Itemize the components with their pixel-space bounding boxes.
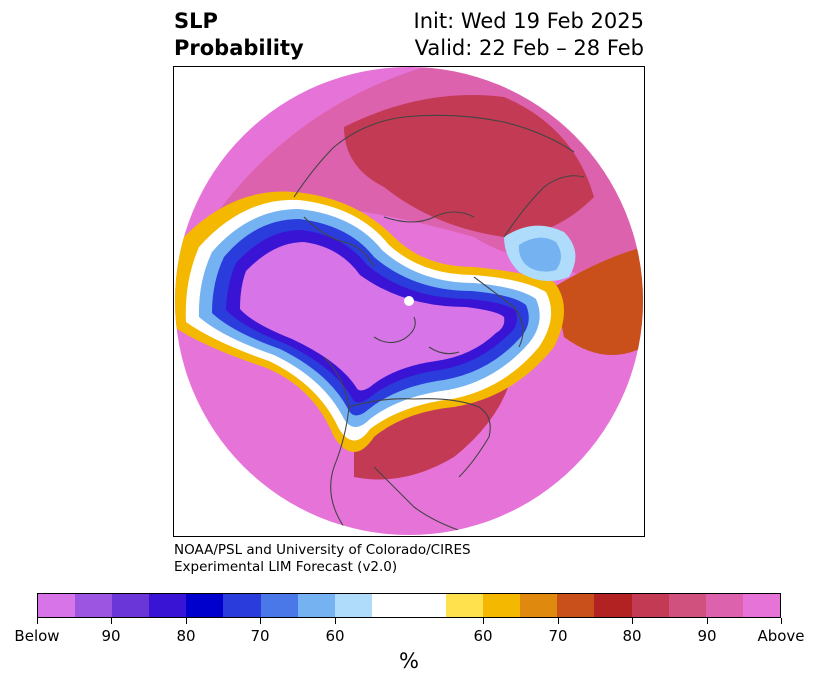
colorbar-tick: [707, 618, 708, 624]
colorbar-swatch: [112, 594, 150, 617]
colorbar-swatch: [705, 594, 743, 617]
colorbar-swatch: [594, 594, 632, 617]
below-core: [240, 242, 505, 391]
below-europe-core: [518, 237, 561, 272]
colorbar-tick-label: 90: [101, 627, 121, 645]
colorbar-tick-label: 60: [325, 627, 345, 645]
above-band-atlantic: [554, 247, 643, 355]
colorbar-tick-label: 60: [473, 627, 493, 645]
colorbar-tick: [186, 618, 187, 624]
colorbar-tick-label: Above: [757, 627, 805, 645]
colorbar-swatch: [371, 594, 409, 617]
colorbar-swatch: [38, 594, 76, 617]
colorbar-tick-label: 80: [622, 627, 642, 645]
colorbar-tick-label: 80: [176, 627, 196, 645]
colorbar-swatch: [149, 594, 187, 617]
title-variable: SLP: [174, 9, 218, 33]
colorbar-swatch: [260, 594, 298, 617]
map-title: SLP Probability: [174, 8, 304, 62]
colorbar-tick: [483, 618, 484, 624]
colorbar-tick: [37, 618, 38, 624]
colorbar-swatch: [520, 594, 558, 617]
colorbar-tick: [111, 618, 112, 624]
forecast-dates: Init: Wed 19 Feb 2025 Valid: 22 Feb – 28…: [414, 8, 644, 62]
colorbar-swatch: [668, 594, 706, 617]
colorbar-tick-label: Below: [14, 627, 60, 645]
credit-text: NOAA/PSL and University of Colorado/CIRE…: [174, 542, 471, 576]
probability-map: [175, 67, 643, 535]
colorbar-swatch: [446, 594, 484, 617]
colorbar-tick: [260, 618, 261, 624]
colorbar-tick-label: 90: [697, 627, 717, 645]
colorbar-tick: [335, 618, 336, 624]
credit-line-1: NOAA/PSL and University of Colorado/CIRE…: [174, 542, 471, 558]
colorbar-swatch: [408, 594, 447, 617]
colorbar-tick-label: 70: [548, 627, 568, 645]
colorbar: [37, 593, 781, 618]
valid-range: Valid: 22 Feb – 28 Feb: [414, 36, 644, 60]
coastlines: [293, 114, 585, 533]
colorbar-swatch: [75, 594, 113, 617]
colorbar-swatch: [223, 594, 261, 617]
colorbar-swatch: [631, 594, 669, 617]
colorbar-swatch: [334, 594, 372, 617]
colorbar-swatch: [483, 594, 521, 617]
colorbar-swatch: [557, 594, 595, 617]
colorbar-tick-label: 70: [250, 627, 270, 645]
colorbar-tick: [632, 618, 633, 624]
credit-line-2: Experimental LIM Forecast (v2.0): [174, 559, 398, 575]
colorbar-swatch: [297, 594, 335, 617]
init-date: Init: Wed 19 Feb 2025: [413, 9, 644, 33]
colorbar-tick: [781, 618, 782, 624]
colorbar-swatch: [186, 594, 224, 617]
colorbar-swatch: [742, 594, 780, 617]
colorbar-unit: %: [399, 649, 419, 673]
colorbar-tick: [558, 618, 559, 624]
pole-marker: [404, 296, 414, 306]
title-type: Probability: [174, 36, 304, 60]
map-panel: [173, 66, 645, 537]
